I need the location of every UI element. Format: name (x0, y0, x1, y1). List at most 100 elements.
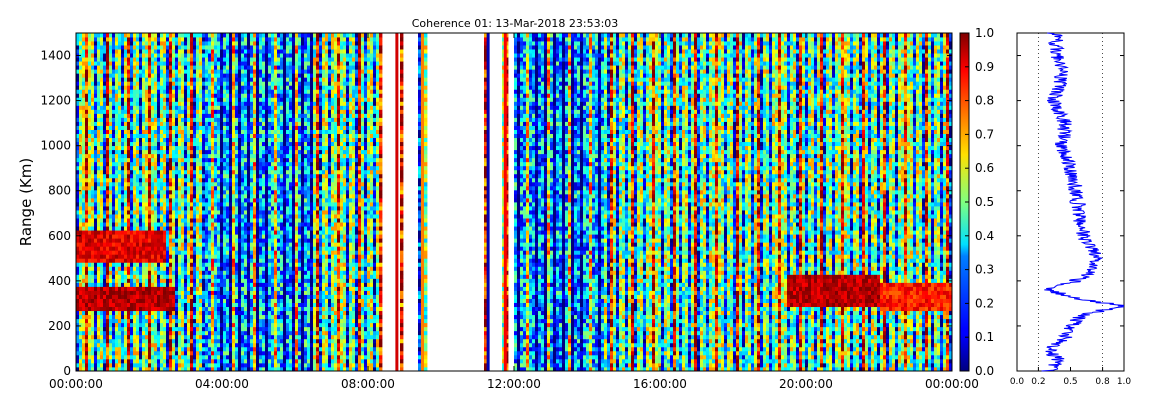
heatmap-cell (211, 81, 215, 86)
heatmap-cell (154, 93, 158, 98)
heatmap-cell (109, 342, 113, 348)
heatmap-cell (184, 350, 188, 356)
heatmap-cell (193, 302, 197, 308)
heatmap-cell (127, 242, 131, 247)
heatmap-cell (115, 145, 119, 151)
heatmap-cell (193, 334, 197, 340)
heatmap-cell (139, 77, 143, 82)
heatmap-cell (106, 137, 110, 143)
heatmap-cell (244, 93, 248, 98)
heatmap-cell (91, 218, 95, 223)
heatmap-cell (103, 350, 107, 356)
heatmap-cell (154, 157, 158, 163)
heatmap-cell (100, 254, 104, 259)
heatmap-cell (214, 129, 218, 134)
heatmap-cell (133, 121, 137, 126)
heatmap-cell (172, 286, 176, 291)
heatmap-cell (121, 330, 125, 336)
heatmap-cell (97, 61, 101, 66)
heatmap-cell (94, 254, 98, 259)
heatmap-cell (130, 274, 134, 279)
heatmap-cell (160, 286, 164, 291)
heatmap-cell (247, 234, 251, 239)
heatmap-cell (142, 81, 146, 86)
heatmap-cell (166, 153, 170, 159)
heatmap-cell (115, 254, 119, 259)
heatmap-cell (199, 302, 203, 308)
heatmap-cell (79, 173, 83, 179)
heatmap-cell (172, 93, 176, 98)
heatmap-cell (124, 157, 128, 163)
heatmap-cell (115, 282, 119, 287)
heatmap-cell (202, 93, 206, 98)
heatmap-cell (85, 93, 89, 98)
heatmap-cell (244, 346, 248, 352)
heatmap-cell (208, 53, 212, 58)
heatmap-cell (217, 210, 221, 215)
heatmap-cell (148, 258, 152, 263)
heatmap-cell (175, 238, 179, 243)
heatmap-cell (202, 57, 206, 62)
heatmap-cell (166, 173, 170, 179)
heatmap-cell (127, 322, 131, 328)
heatmap-cell (82, 185, 86, 191)
heatmap-cell (88, 306, 92, 312)
heatmap-cell (196, 338, 200, 344)
heatmap-cell (175, 326, 179, 332)
heatmap-cell (79, 189, 83, 195)
heatmap-cell (91, 177, 95, 183)
heatmap-cell (226, 101, 230, 106)
heatmap-cell (103, 306, 107, 312)
heatmap-cell (139, 57, 143, 62)
heatmap-cell (211, 153, 215, 159)
heatmap-cell (142, 270, 146, 275)
heatmap-cell (100, 137, 104, 143)
heatmap-cell (187, 137, 191, 143)
heatmap-cell (151, 177, 155, 183)
heatmap-cell (226, 226, 230, 231)
heatmap-cell (238, 318, 242, 324)
heatmap-cell (193, 210, 197, 215)
heatmap-cell (91, 33, 95, 38)
heatmap-cell (205, 165, 209, 171)
heatmap-cell (112, 89, 116, 94)
heatmap-cell (106, 274, 110, 279)
heatmap-cell (220, 298, 224, 303)
heatmap-cell (136, 306, 140, 312)
heatmap-cell (211, 282, 215, 287)
heatmap-cell (208, 226, 212, 231)
heatmap-cell (106, 81, 110, 86)
heatmap-cell (133, 202, 137, 207)
heatmap-cell (208, 338, 212, 344)
heatmap-cell (235, 45, 239, 50)
heatmap-cell (79, 41, 83, 46)
heatmap-cell (244, 45, 248, 50)
heatmap-cell (229, 250, 233, 255)
heatmap-cell (232, 165, 236, 171)
heatmap-cell (211, 193, 215, 199)
heatmap-cell (145, 65, 149, 70)
heatmap-cell (241, 278, 245, 283)
heatmap-cell (145, 189, 149, 195)
heatmap-cell (193, 218, 197, 223)
heatmap-cell (172, 202, 176, 207)
heatmap-cell (118, 121, 122, 126)
heatmap-cell (106, 141, 110, 147)
heatmap-cell (157, 97, 161, 102)
heatmap-cell (178, 246, 182, 251)
heatmap-cell (94, 366, 98, 371)
heatmap-cell (214, 366, 218, 371)
heatmap-cell (145, 49, 149, 54)
heatmap-cell (247, 81, 251, 86)
heatmap-cell (217, 77, 221, 82)
heatmap-cell (202, 354, 206, 360)
heatmap-cell (172, 109, 176, 114)
heatmap-cell (172, 161, 176, 167)
heatmap-cell (166, 105, 170, 110)
heatmap-cell (166, 161, 170, 167)
heatmap-cell (88, 101, 92, 106)
heatmap-cell (208, 77, 212, 82)
heatmap-cell (172, 185, 176, 191)
heatmap-cell (97, 322, 101, 328)
heatmap-cell (223, 306, 227, 312)
